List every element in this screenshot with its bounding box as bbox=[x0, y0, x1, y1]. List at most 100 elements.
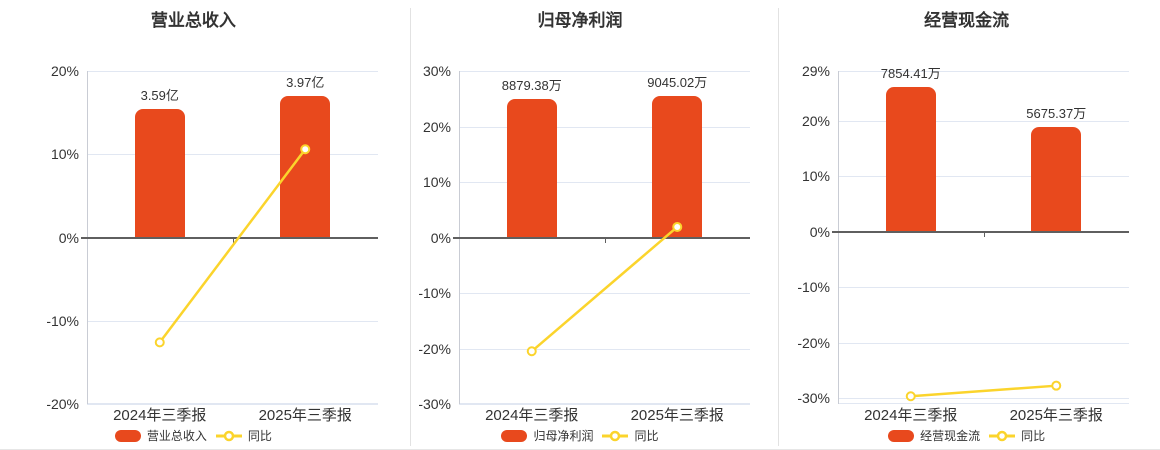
gridline bbox=[459, 293, 750, 294]
zero-axis-line bbox=[81, 237, 378, 239]
legend-item-operating-cashflow[interactable]: 经营现金流 bbox=[888, 429, 980, 443]
gridline bbox=[87, 404, 378, 405]
x-axis-label-2: 2025年三季报 bbox=[258, 407, 352, 424]
y-axis-tick-label: -20% bbox=[46, 396, 79, 412]
yoy-line-operating-cashflow bbox=[905, 380, 1062, 402]
yoy-point-marker bbox=[905, 391, 916, 402]
bar-value-label: 7854.41万 bbox=[880, 66, 941, 82]
line-series-marker-icon bbox=[989, 430, 1016, 442]
bar-operating-cashflow-2 bbox=[1031, 127, 1082, 232]
bar-value-label: 9045.02万 bbox=[647, 74, 708, 90]
panel-divider-1 bbox=[410, 8, 411, 446]
bar-operating-cashflow-1 bbox=[885, 87, 936, 232]
bar-value-label: 3.97亿 bbox=[286, 74, 325, 90]
plot-bottom-line bbox=[459, 403, 750, 404]
legend-label: 经营现金流 bbox=[920, 429, 981, 443]
yoy-line-revenue bbox=[154, 144, 311, 348]
x-axis-label-1: 2024年三季报 bbox=[485, 407, 579, 424]
yoy-line-segment bbox=[158, 148, 307, 344]
y-axis-tick-label: 10% bbox=[422, 174, 451, 190]
gridline bbox=[87, 154, 378, 155]
legend-label: 营业总收入 bbox=[146, 429, 207, 443]
plot-area-operating-cashflow: 7854.41万 5675.37万 bbox=[832, 66, 1129, 404]
y-axis-line bbox=[838, 71, 839, 404]
legend-label: 同比 bbox=[1021, 429, 1046, 443]
gridline bbox=[459, 404, 750, 405]
legend-item-yoy[interactable]: 同比 bbox=[602, 429, 659, 443]
line-series-marker-icon bbox=[602, 430, 629, 442]
gridline bbox=[459, 71, 750, 72]
y-axis-tick-label: -20% bbox=[418, 340, 451, 357]
yoy-line-segment bbox=[910, 384, 1057, 398]
bar-revenue-1 bbox=[134, 109, 185, 238]
yoy-point-marker bbox=[300, 144, 311, 155]
yoy-line-net-profit bbox=[526, 221, 683, 357]
x-axis-center-tick bbox=[983, 233, 985, 237]
y-axis-tick-label: -10% bbox=[797, 279, 830, 296]
line-series-marker-icon bbox=[215, 430, 242, 442]
legend-item-yoy[interactable]: 同比 bbox=[989, 429, 1045, 443]
y-axis-tick-label: -30% bbox=[418, 396, 451, 412]
y-axis-tick-label: 29% bbox=[801, 63, 830, 79]
bar-value-label: 8879.38万 bbox=[501, 77, 562, 93]
gridline bbox=[838, 287, 1129, 288]
plot-bottom-line bbox=[838, 403, 1129, 404]
bar-revenue-2 bbox=[280, 95, 331, 238]
plot-area-net-profit: 8879.38万 9045.02万 bbox=[453, 71, 750, 405]
y-axis-tick-label: 0% bbox=[58, 229, 79, 246]
yoy-point-marker bbox=[526, 346, 537, 357]
yoy-line-segment bbox=[530, 226, 679, 353]
y-axis-tick-label: 20% bbox=[422, 118, 451, 135]
gridline bbox=[459, 349, 750, 350]
y-axis-tick-label: -10% bbox=[46, 312, 79, 329]
yoy-point-marker bbox=[672, 221, 683, 232]
gridline bbox=[838, 176, 1129, 177]
bar-value-label: 5675.37万 bbox=[1026, 106, 1087, 122]
gridline bbox=[838, 343, 1129, 344]
gridline bbox=[838, 121, 1129, 122]
legend-label: 归母净利润 bbox=[533, 429, 594, 443]
panel-divider-2 bbox=[778, 8, 779, 446]
gridline bbox=[87, 321, 378, 322]
y-axis-tick-label: 30% bbox=[422, 63, 451, 79]
gridline bbox=[459, 182, 750, 183]
legend-operating-cashflow: 经营现金流 同比 bbox=[773, 428, 1160, 444]
gridline bbox=[838, 71, 1129, 72]
bar-series-swatch-icon bbox=[888, 430, 915, 442]
zero-axis-line bbox=[453, 237, 750, 239]
gridline bbox=[87, 71, 378, 72]
x-axis-center-tick bbox=[232, 239, 234, 243]
gridline bbox=[459, 127, 750, 128]
x-axis-label-2: 2025年三季报 bbox=[630, 407, 724, 424]
x-axis-label-2: 2025年三季报 bbox=[1009, 407, 1103, 424]
y-axis-tick-label: -10% bbox=[418, 285, 451, 301]
y-axis-tick-label: 0% bbox=[809, 223, 830, 240]
legend-label: 同比 bbox=[247, 429, 272, 443]
y-axis-tick-label: 20% bbox=[50, 63, 79, 79]
legend-label: 同比 bbox=[634, 429, 659, 443]
legend-item-revenue[interactable]: 营业总收入 bbox=[114, 429, 207, 443]
bar-series-swatch-icon bbox=[114, 430, 141, 442]
legend-revenue: 营业总收入 同比 bbox=[0, 428, 387, 444]
x-axis-center-tick bbox=[604, 239, 606, 243]
bar-net-profit-2 bbox=[652, 95, 703, 238]
bar-value-label: 3.59亿 bbox=[140, 88, 179, 104]
y-axis-tick-label: -20% bbox=[797, 334, 830, 351]
chart-title-revenue: 营业总收入 bbox=[150, 11, 236, 30]
x-axis-label-1: 2024年三季报 bbox=[864, 407, 958, 424]
yoy-point-marker bbox=[1051, 380, 1062, 391]
plot-area-revenue: 3.59亿 3.97亿 bbox=[81, 71, 378, 405]
y-axis-tick-label: -30% bbox=[797, 390, 830, 407]
zero-axis-line bbox=[832, 231, 1129, 233]
gridline bbox=[838, 398, 1129, 399]
chart-title-operating-cashflow: 经营现金流 bbox=[924, 11, 1010, 30]
legend-item-net-profit[interactable]: 归母净利润 bbox=[501, 429, 593, 443]
yoy-point-marker bbox=[154, 337, 165, 348]
bar-net-profit-1 bbox=[506, 98, 557, 238]
x-axis-label-1: 2024年三季报 bbox=[113, 407, 207, 424]
legend-item-yoy[interactable]: 同比 bbox=[215, 429, 272, 443]
y-axis-tick-label: 20% bbox=[801, 112, 830, 129]
y-axis-tick-label: 0% bbox=[430, 229, 451, 246]
y-axis-tick-label: 10% bbox=[50, 146, 79, 163]
